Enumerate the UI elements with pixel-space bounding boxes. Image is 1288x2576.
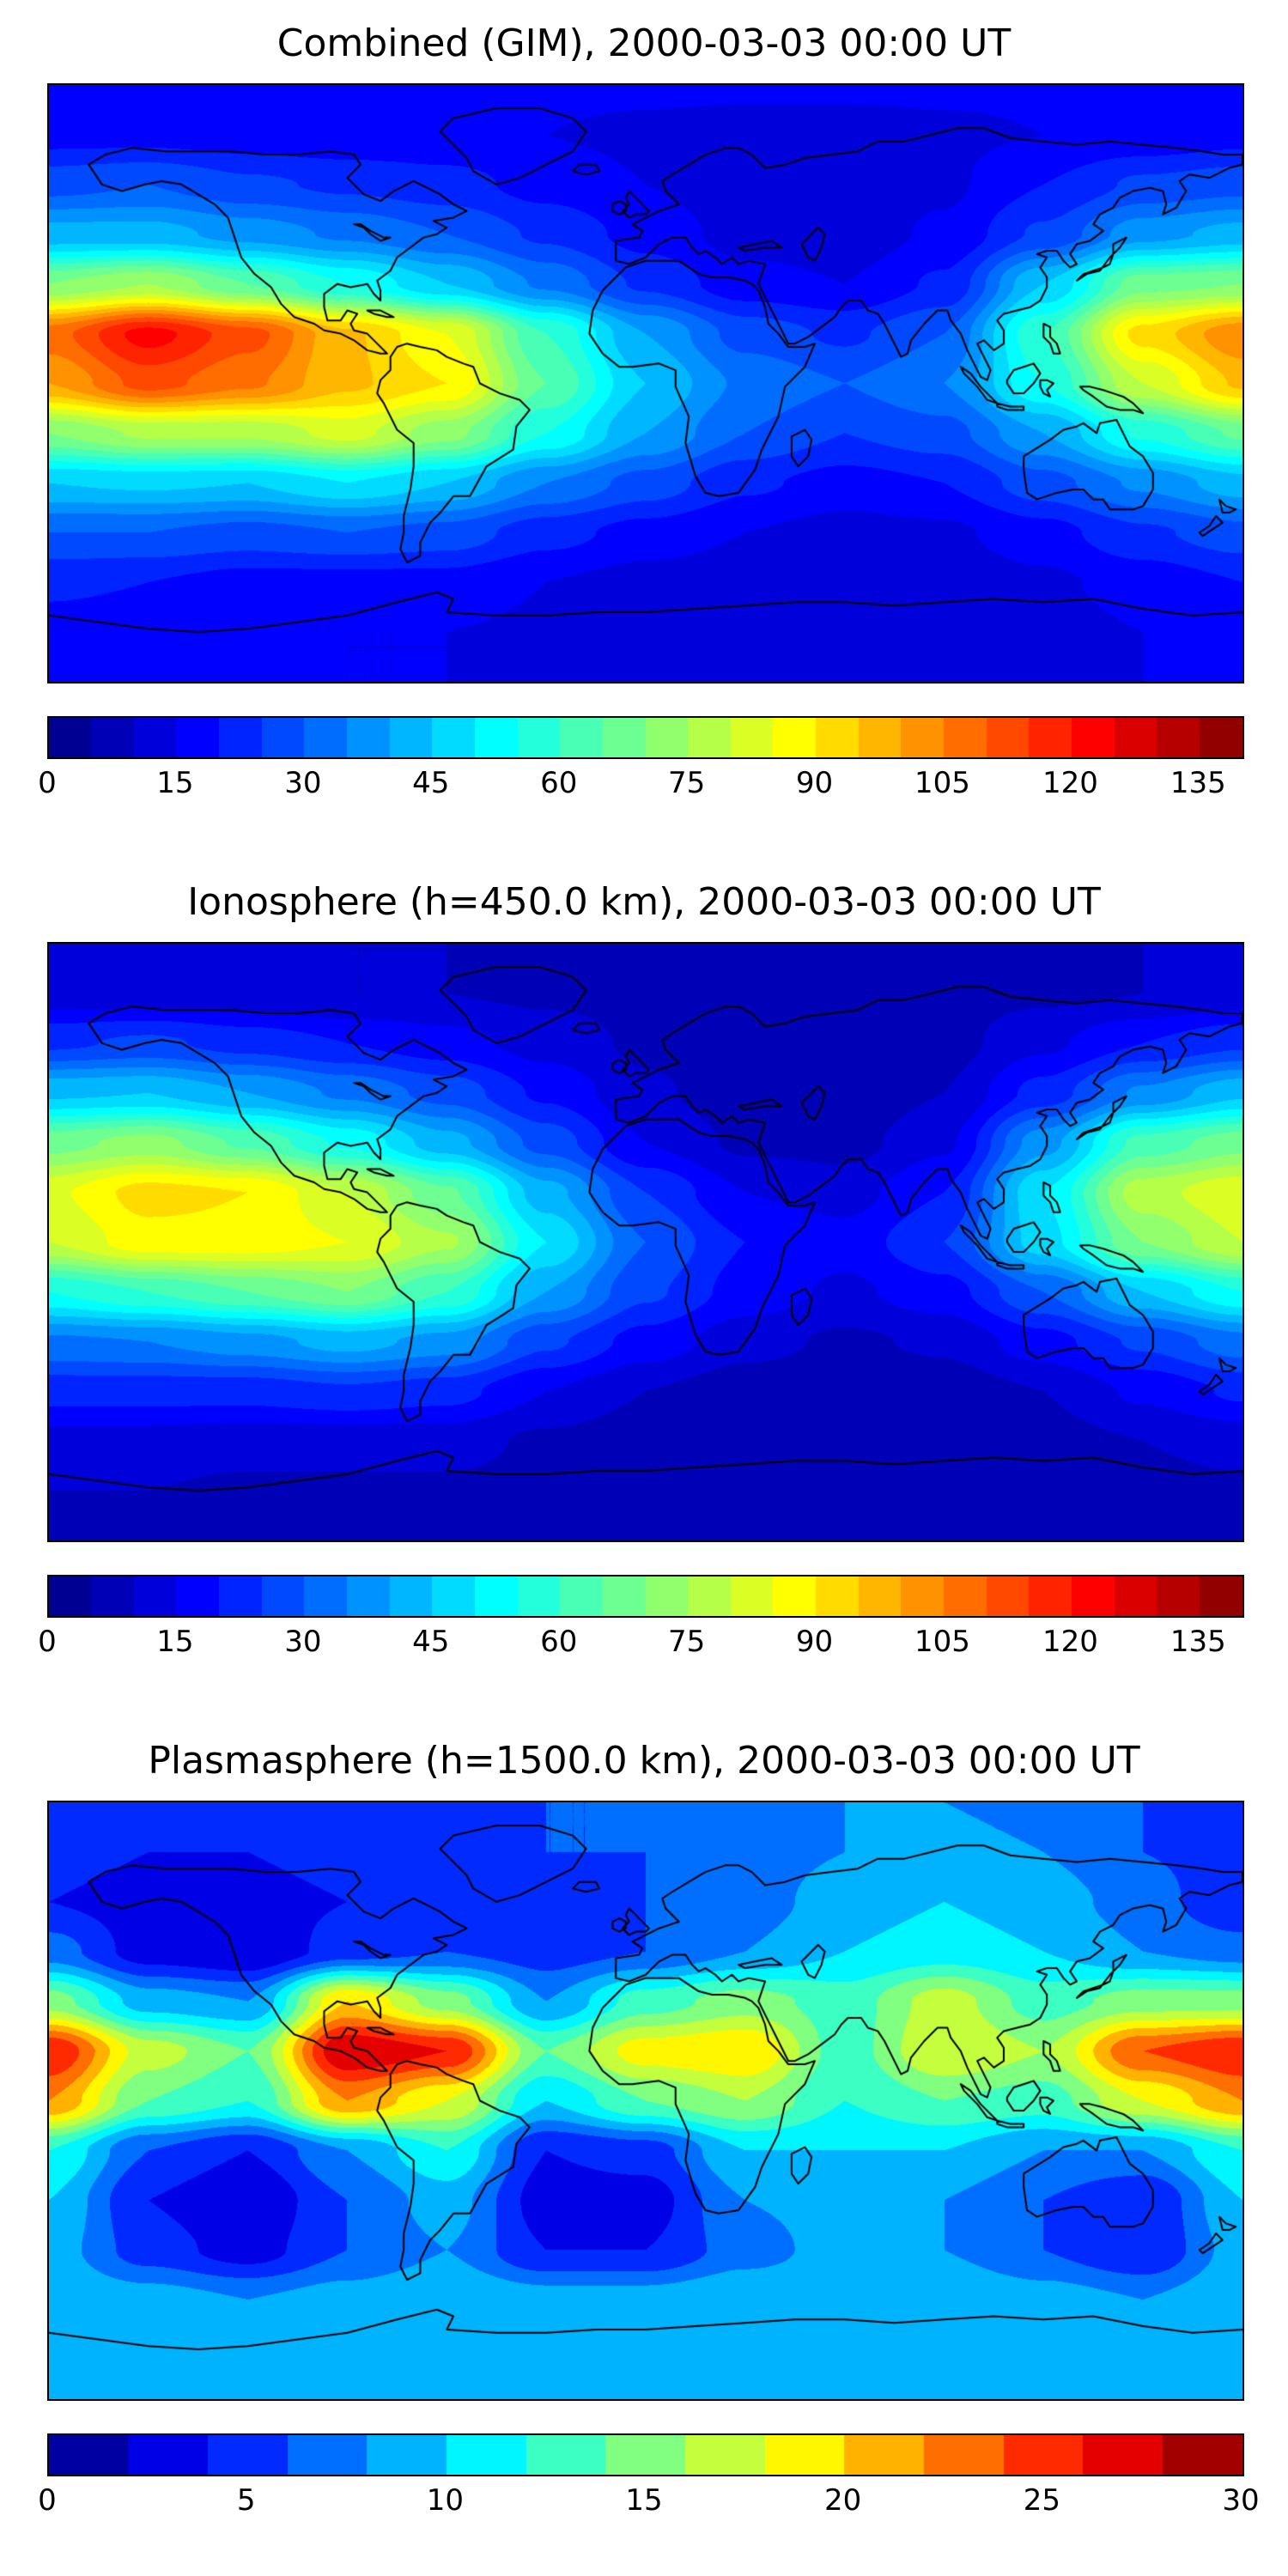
colorbar-canvas-0: [47, 715, 1244, 759]
colorbar-tick-label: 45: [412, 1624, 450, 1659]
colorbar-canvas-2: [47, 2433, 1244, 2476]
colorbar-tick-label: 120: [1042, 1624, 1098, 1659]
map-area-combined: 0 15 30 45 60 75 90 105 120 135: [38, 82, 1244, 804]
colorbar-tick-label: 75: [668, 765, 706, 800]
panel-ionosphere: Ionosphere (h=450.0 km), 2000-03-03 00:0…: [0, 859, 1288, 1717]
colorbar-tick-label: 25: [1023, 2482, 1060, 2518]
colorbar-tick-label: 30: [1222, 2482, 1260, 2518]
colorbar-tick-label: 0: [38, 765, 57, 800]
colorbar-tick-label: 15: [625, 2482, 663, 2518]
colorbar-tick-label: 15: [156, 1624, 194, 1659]
colorbar-tick-label: 45: [412, 765, 450, 800]
colorbar-tick-label: 20: [824, 2482, 862, 2518]
colorbar-ticks-1: 0 15 30 45 60 75 90 105 120 135: [38, 1618, 1241, 1662]
map-area-ionosphere: 0 15 30 45 60 75 90 105 120 135: [38, 941, 1244, 1662]
colorbar-tick-label: 5: [236, 2482, 256, 2518]
colorbar-tick-label: 0: [38, 1624, 57, 1659]
colorbar-tick-label: 90: [795, 765, 834, 800]
map-canvas-0: [47, 82, 1244, 683]
colorbar-tick-label: 30: [284, 1624, 322, 1659]
colorbar-tick-label: 120: [1042, 765, 1098, 800]
colorbar-tick-label: 135: [1170, 765, 1226, 800]
colorbar-tick-label: 105: [914, 1624, 970, 1659]
colorbar-tick-label: 105: [914, 765, 970, 800]
colorbar-ticks-2: 0 5 10 15 20 25 30: [38, 2476, 1259, 2521]
colorbar-tick-label: 60: [540, 765, 578, 800]
colorbar-tick-label: 135: [1170, 1624, 1226, 1659]
colorbar-tick-label: 0: [38, 2482, 57, 2518]
map-canvas-2: [47, 1800, 1244, 2401]
colorbar-ticks-0: 0 15 30 45 60 75 90 105 120 135: [38, 759, 1241, 804]
chart-title-combined: Combined (GIM), 2000-03-03 00:00 UT: [276, 21, 1012, 65]
map-canvas-1: [47, 941, 1244, 1542]
colorbar-tick-label: 10: [426, 2482, 464, 2518]
colorbar-tick-label: 90: [795, 1624, 834, 1659]
map-area-plasmasphere: 0 5 10 15 20 25 30: [38, 1800, 1260, 2521]
chart-title-ionosphere: Ionosphere (h=450.0 km), 2000-03-03 00:0…: [187, 880, 1101, 924]
colorbar-tick-label: 75: [668, 1624, 706, 1659]
panel-combined-gim: Combined (GIM), 2000-03-03 00:00 UT 0 15 3…: [0, 0, 1288, 859]
colorbar-canvas-1: [47, 1574, 1244, 1618]
chart-title-plasmasphere: Plasmasphere (h=1500.0 km), 2000-03-03 0…: [148, 1739, 1140, 1783]
colorbar-tick-label: 30: [284, 765, 322, 800]
colorbar-tick-label: 15: [156, 765, 194, 800]
panel-plasmasphere: Plasmasphere (h=1500.0 km), 2000-03-03 0…: [0, 1717, 1288, 2576]
colorbar-tick-label: 60: [540, 1624, 578, 1659]
